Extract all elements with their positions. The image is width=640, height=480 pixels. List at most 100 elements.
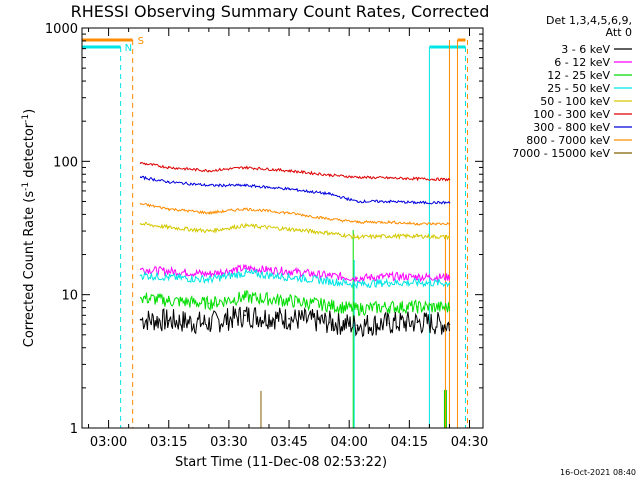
data-point: [328, 174, 330, 176]
data-point: [288, 169, 290, 172]
legend-label: 6 - 12 keV: [554, 56, 610, 69]
data-point: [208, 169, 210, 172]
data-point: [388, 281, 391, 284]
y-tick-label: 100: [53, 155, 78, 170]
data-point: [208, 302, 210, 305]
data-point: [448, 223, 451, 225]
data-point: [388, 322, 391, 325]
data-point: [328, 304, 330, 307]
series-7: [139, 202, 451, 226]
legend-label: 7000 - 15000 keV: [512, 147, 610, 160]
x-tick-label: 03:30: [210, 435, 247, 450]
data-point: [288, 270, 290, 272]
data-point: [448, 201, 451, 204]
data-line: [140, 289, 450, 316]
data-point: [139, 223, 142, 225]
series-layer: [139, 162, 451, 428]
data-point: [448, 178, 451, 181]
data-point: [416, 177, 419, 180]
data-point: [356, 283, 359, 285]
footer-timestamp: 16-Oct-2021 08:40: [560, 468, 636, 477]
plot-frame: [81, 27, 484, 429]
legend-label: 3 - 6 keV: [561, 43, 610, 56]
tick-layer: 1 10 100 1000 03:00 03:15 03:30 03:45 04:00 04:15…: [45, 22, 488, 450]
x-axis-label: Start Time (11-Dec-08 02:53:22): [175, 455, 387, 470]
data-point: [139, 296, 142, 299]
data-point: [167, 270, 170, 272]
data-point: [388, 235, 391, 237]
data-point: [139, 176, 142, 179]
data-point: [167, 208, 170, 210]
legend-label: 800 - 7000 keV: [526, 134, 610, 147]
series-0: [139, 306, 451, 338]
data-point: [448, 323, 451, 326]
data-line: [140, 175, 450, 205]
data-line: [140, 162, 450, 182]
series-3: [139, 267, 451, 290]
data-point: [388, 275, 391, 278]
data-point: [356, 221, 359, 223]
data-point: [416, 306, 419, 308]
legend-header: Att 0: [606, 26, 632, 39]
data-point: [288, 188, 290, 190]
series-1: [139, 263, 451, 283]
data-point: [288, 276, 290, 278]
data-point: [416, 235, 419, 237]
data-point: [208, 184, 210, 187]
data-point: [208, 212, 210, 214]
data-point: [244, 314, 246, 317]
data-point: [288, 317, 290, 320]
data-point: [244, 272, 246, 274]
data-point: [208, 230, 210, 232]
data-point: [244, 208, 246, 210]
series-4: [139, 221, 451, 241]
data-point: [388, 200, 391, 203]
data-point: [328, 321, 330, 324]
data-point: [244, 267, 246, 269]
data-point: [167, 319, 170, 322]
data-point: [416, 321, 419, 324]
x-tick-label: 03:45: [270, 435, 307, 450]
data-point: [356, 277, 359, 279]
x-tick-label: 03:15: [150, 435, 187, 450]
legend-label: 12 - 25 keV: [547, 69, 610, 82]
data-point: [244, 184, 246, 187]
data-point: [388, 306, 391, 308]
chart-title: RHESSI Observing Summary Count Rates, Co…: [71, 2, 490, 21]
night-flag-label: N: [125, 43, 132, 54]
legend-label: 50 - 100 keV: [540, 95, 610, 108]
series-2: [139, 289, 451, 316]
legend-label: 100 - 300 keV: [533, 108, 610, 121]
data-point: [328, 193, 330, 195]
data-point: [328, 232, 330, 234]
data-point: [167, 226, 170, 229]
legend-label: 25 - 50 keV: [547, 82, 610, 95]
data-point: [328, 274, 330, 277]
legend-header: Det 1,3,4,5,6,9,: [546, 14, 632, 27]
data-point: [328, 280, 330, 283]
data-point: [208, 278, 210, 281]
saa-flag-label: S: [138, 36, 144, 47]
x-tick-label: 03:00: [90, 435, 127, 450]
data-point: [288, 212, 290, 214]
data-point: [139, 268, 142, 271]
data-line: [140, 202, 450, 226]
data-point: [416, 223, 419, 225]
data-point: [356, 324, 359, 327]
data-point: [167, 166, 170, 169]
data-point: [167, 299, 170, 302]
data-point: [388, 177, 391, 179]
data-line: [140, 267, 450, 290]
series-5: [139, 162, 451, 182]
data-point: [208, 273, 210, 275]
data-point: [167, 181, 170, 183]
data-point: [448, 282, 451, 284]
y-tick-label: 10: [61, 289, 78, 304]
data-point: [356, 236, 359, 238]
y-tick-label: 1: [70, 422, 78, 437]
data-point: [288, 299, 290, 302]
data-point: [139, 274, 142, 276]
